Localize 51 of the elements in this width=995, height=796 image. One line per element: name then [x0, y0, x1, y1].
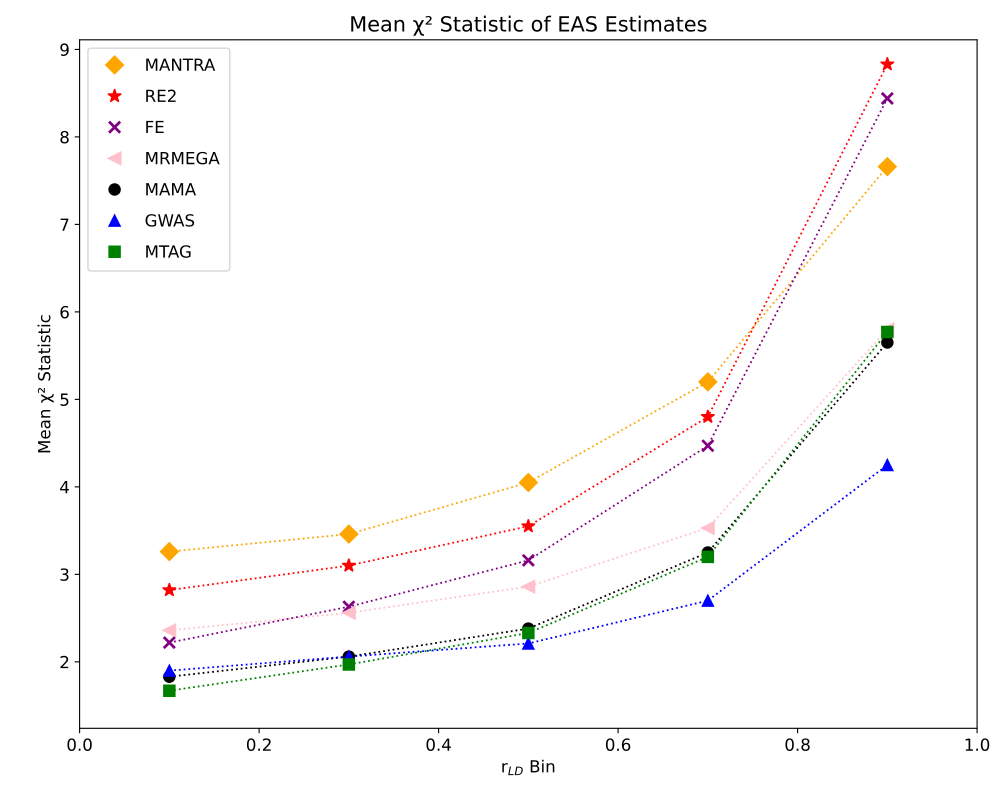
point: [162, 582, 177, 596]
chart-title: Mean χ² Statistic of EAS Estimates: [351, 16, 706, 36]
x-tick-label: 0.8: [785, 738, 810, 751]
y-tick-label: 3: [60, 568, 69, 581]
point: [700, 409, 716, 424]
point: [878, 157, 897, 176]
x-tick-label: 0.2: [246, 738, 271, 751]
point: [521, 553, 536, 568]
point: [163, 684, 176, 697]
point: [162, 636, 176, 650]
point: [702, 550, 714, 564]
point: [342, 600, 356, 614]
point: [880, 91, 894, 106]
y-tick-label: 8: [60, 130, 69, 144]
y-tick-label: 6: [60, 306, 69, 318]
point: [163, 664, 176, 677]
y-tick-label: 7: [60, 218, 68, 231]
point: [881, 458, 894, 472]
point: [521, 580, 536, 594]
point: [700, 438, 715, 453]
legend-label: RE2: [146, 90, 176, 102]
legend-label: GWAS: [146, 214, 194, 227]
legend-label: MAMA: [146, 183, 196, 196]
point: [160, 542, 179, 562]
point: [162, 623, 176, 638]
point: [522, 626, 535, 640]
legend-label: FE: [146, 120, 164, 134]
legend-label: MTAG: [146, 245, 191, 258]
x-axis-title: r$_{LD}$ Bin: [502, 760, 554, 776]
point: [881, 326, 894, 338]
y-axis-title: Mean χ² Statistic: [38, 315, 54, 452]
point: [880, 56, 895, 71]
point: [342, 658, 356, 671]
y-tick-label: 2: [60, 656, 68, 668]
point: [342, 558, 356, 572]
point: [518, 472, 538, 492]
x-tick-label: 0.4: [426, 738, 451, 751]
point: [700, 521, 715, 535]
point: [698, 372, 718, 392]
point: [702, 594, 714, 607]
point: [339, 524, 358, 544]
legend-label: MRMEGA: [146, 152, 220, 164]
x-tick-label: 1.0: [966, 738, 990, 751]
y-tick-label: 5: [60, 394, 68, 406]
point: [521, 518, 536, 533]
y-tick-label: 9: [60, 43, 69, 56]
y-tick-label: 4: [60, 481, 69, 494]
legend-label: MANTRA: [146, 58, 216, 71]
x-tick-label: 0.0: [67, 738, 92, 751]
x-tick-label: 0.6: [606, 738, 630, 751]
point: [342, 606, 356, 620]
